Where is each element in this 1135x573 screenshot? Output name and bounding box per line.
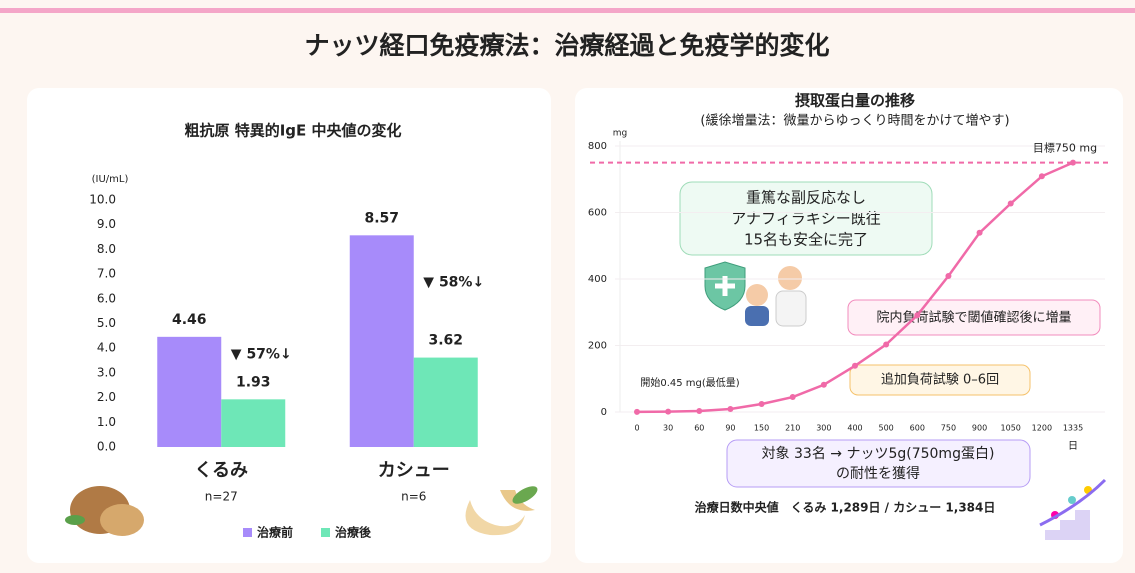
top-bar <box>0 8 1135 13</box>
chart-title: 粗抗原 特異的IgE 中央値の変化 <box>184 122 401 140</box>
bar <box>414 358 478 447</box>
category-note: n=6 <box>401 490 426 504</box>
y-tick-label: 1.0 <box>97 415 116 429</box>
y-tick-label: 6.0 <box>97 291 116 305</box>
y-tick-label: 200 <box>588 341 607 352</box>
value-label: 1.93 <box>236 374 271 390</box>
x-tick-label: 150 <box>754 424 769 433</box>
point <box>1008 201 1014 207</box>
legend-swatch <box>243 528 252 537</box>
bar <box>157 337 221 447</box>
legend-label: 治療前 <box>257 525 293 540</box>
x-tick-label: くるみ <box>194 460 248 481</box>
point <box>945 273 951 279</box>
y-tick-label: 9.0 <box>97 217 116 231</box>
y-tick-label: 4.0 <box>97 341 116 355</box>
annotation: 追加負荷試験 0–6回 <box>881 372 999 388</box>
x-tick-label: 300 <box>816 424 831 433</box>
point <box>977 230 983 236</box>
chart-title: 摂取蛋白量の推移 <box>795 92 915 110</box>
category-note: n=27 <box>205 490 238 504</box>
annotation: 対象 33名 → ナッツ5g(750mg蛋白) <box>762 446 995 462</box>
legend-swatch <box>321 528 330 537</box>
point <box>696 408 702 414</box>
value-label: 3.62 <box>428 333 463 349</box>
x-tick-label: 1200 <box>1032 424 1052 433</box>
point <box>914 312 920 318</box>
target-label: 目標750 mg <box>1033 141 1097 155</box>
y-tick-label: 5.0 <box>97 316 116 330</box>
x-tick-label: 750 <box>941 424 956 433</box>
y-tick-label: 0 <box>601 407 607 418</box>
y-unit: mg <box>613 129 627 139</box>
y-tick-label: 8.0 <box>97 242 116 256</box>
x-unit: 日 <box>1068 441 1078 452</box>
annotation: 開始0.45 mg(最低量) <box>640 376 739 389</box>
change-label: ▼ 57%↓ <box>231 346 292 362</box>
y-tick-label: 7.0 <box>97 267 116 281</box>
chart-subtitle: (緩徐増量法：微量からゆっくり時間をかけて増やす) <box>700 114 1009 129</box>
x-tick-label: 1335 <box>1063 424 1083 433</box>
point <box>665 409 671 415</box>
bar <box>350 235 414 447</box>
bar <box>221 399 285 447</box>
x-tick-label: カシュー <box>378 460 450 481</box>
point <box>1070 160 1076 166</box>
x-tick-label: 0 <box>634 424 639 433</box>
page: ナッツ経口免疫療法：治療経過と免疫学的変化 粗抗原 特異的IgE 中央値の変化 … <box>0 0 1135 573</box>
y-tick-label: 0.0 <box>97 440 116 454</box>
point <box>634 409 640 415</box>
x-tick-label: 600 <box>910 424 925 433</box>
y-tick-label: 10.0 <box>89 193 116 207</box>
x-tick-label: 60 <box>694 424 704 433</box>
annotation: 重篤な副反応なし <box>746 189 866 207</box>
y-tick-label: 800 <box>588 141 607 152</box>
y-tick-label: 600 <box>588 208 607 219</box>
x-tick-label: 1050 <box>1001 424 1021 433</box>
x-tick-label: 500 <box>879 424 894 433</box>
x-tick-label: 400 <box>847 424 862 433</box>
y-tick-label: 3.0 <box>97 365 116 379</box>
point <box>727 406 733 412</box>
change-label: ▼ 58%↓ <box>423 275 484 291</box>
point <box>852 363 858 369</box>
annotation: 院内負荷試験で閾値確認後に増量 <box>876 310 1071 326</box>
point <box>1039 173 1045 179</box>
x-tick-label: 30 <box>663 424 673 433</box>
x-tick-label: 210 <box>785 424 800 433</box>
point <box>821 382 827 388</box>
y-unit: (IU/mL) <box>92 174 129 185</box>
legend-label: 治療後 <box>335 525 372 540</box>
page-title: ナッツ経口免疫療法：治療経過と免疫学的変化 <box>304 31 829 60</box>
x-tick-label: 900 <box>972 424 987 433</box>
y-tick-label: 2.0 <box>97 390 116 404</box>
value-label: 8.57 <box>364 210 399 226</box>
value-label: 4.46 <box>172 312 207 328</box>
point <box>883 342 889 348</box>
point <box>790 394 796 400</box>
annotation: 治療日数中央値 くるみ 1,289日 / カシュー 1,384日 <box>695 500 996 515</box>
annotation: の耐性を獲得 <box>836 465 920 482</box>
point <box>759 401 765 407</box>
annotation: 15名も安全に完了 <box>744 231 868 249</box>
x-tick-label: 90 <box>725 424 735 433</box>
y-tick-label: 400 <box>588 274 607 285</box>
